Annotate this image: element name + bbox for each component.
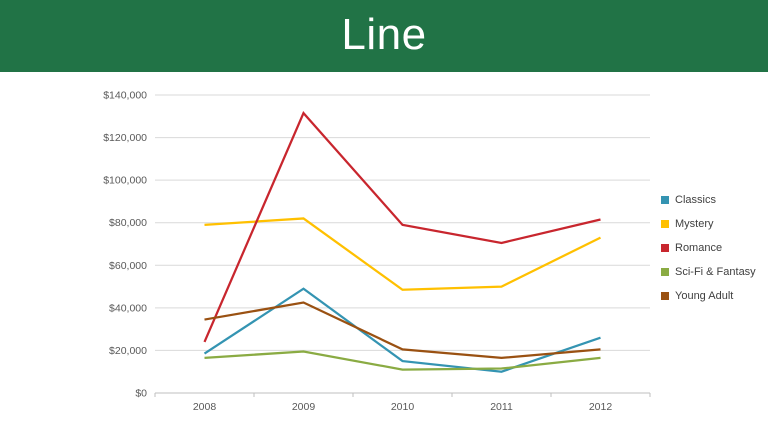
y-axis-tick-label: $60,000 — [109, 260, 147, 272]
legend-item-classics: Classics — [661, 188, 756, 212]
legend-label: Romance — [675, 242, 723, 254]
legend-swatch-icon — [661, 244, 669, 252]
y-axis-tick-label: $80,000 — [109, 217, 147, 229]
y-axis-tick-label: $40,000 — [109, 302, 147, 314]
legend-swatch-icon — [661, 292, 669, 300]
x-axis-tick-label: 2012 — [589, 401, 613, 413]
legend-swatch-icon — [661, 220, 669, 228]
y-axis-tick-label: $20,000 — [109, 345, 147, 357]
series-line-romance — [203, 111, 601, 343]
y-axis-tick-label: $120,000 — [103, 132, 147, 144]
legend-item-sci-fi-fantasy: Sci-Fi & Fantasy — [661, 260, 756, 284]
legend-item-romance: Romance — [661, 236, 756, 260]
page-title: Line — [341, 10, 427, 59]
x-axis-tick-label: 2010 — [391, 401, 415, 413]
series-line-young-adult — [204, 301, 601, 360]
series-line-classics — [203, 287, 601, 373]
legend-label: Sci-Fi & Fantasy — [675, 266, 756, 278]
x-axis-tick-label: 2008 — [193, 401, 217, 413]
legend-swatch-icon — [661, 196, 669, 204]
slide-header: Line — [0, 0, 768, 72]
y-axis-tick-label: $100,000 — [103, 175, 147, 187]
x-axis-tick-label: 2009 — [292, 401, 316, 413]
series-line-mystery — [204, 217, 601, 291]
y-axis-tick-label: $0 — [135, 388, 147, 400]
legend-swatch-icon — [661, 268, 669, 276]
series-line-sci-fi-fantasy — [204, 350, 601, 371]
legend-item-mystery: Mystery — [661, 212, 756, 236]
chart-legend: Classics Mystery Romance Sci-Fi & Fantasy Yo… — [661, 188, 756, 308]
legend-item-young-adult: Young Adult — [661, 284, 756, 308]
y-axis-tick-label: $140,000 — [103, 90, 147, 102]
legend-label: Mystery — [675, 218, 714, 230]
x-axis-tick-label: 2011 — [490, 401, 513, 413]
legend-label: Classics — [675, 194, 716, 206]
legend-label: Young Adult — [675, 290, 734, 302]
